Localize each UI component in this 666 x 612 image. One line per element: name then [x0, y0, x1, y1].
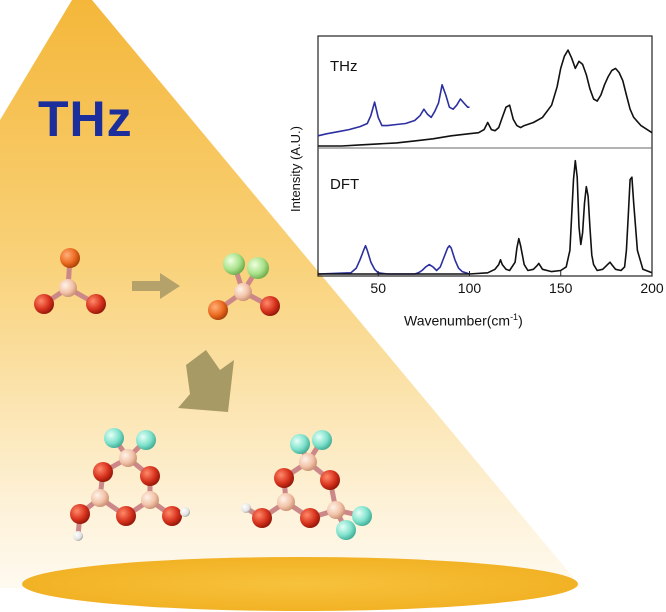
- x-tick-label: 200: [640, 280, 664, 296]
- series-line-thz-0: [317, 84, 470, 137]
- panel-label-thz: THz: [330, 58, 358, 75]
- spectra-plot: [317, 35, 653, 277]
- x-axis-title-close: ): [518, 312, 523, 329]
- spotlight-floor: [22, 557, 578, 611]
- molecule-ring-1: [70, 428, 190, 541]
- molecule-bo3: [34, 248, 106, 314]
- plot-frame: [317, 35, 653, 277]
- x-axis-title-text: Wavenumber(cm: [404, 312, 511, 329]
- x-axis-title: Wavenumber(cm-1): [404, 312, 523, 329]
- x-tick-label: 150: [549, 280, 573, 296]
- x-tick-label: 50: [370, 280, 387, 296]
- arrow-right-icon: [132, 273, 180, 299]
- series-line-dft-1: [318, 159, 653, 275]
- molecule-ring-2: [241, 430, 372, 540]
- panel-label-dft: DFT: [330, 176, 360, 193]
- thz-heading: THz: [38, 91, 133, 147]
- y-axis-title: Intensity (A.U.): [288, 126, 303, 212]
- series-line-dft-0: [317, 244, 470, 275]
- molecule-bo3f2: [208, 253, 280, 320]
- x-axis-title-exponent: -1: [510, 312, 519, 322]
- series-line-thz-1: [318, 49, 653, 147]
- x-tick-label: 100: [457, 280, 482, 296]
- spectra-chart: THz DFT Intensity (A.U.) Wavenumber(cm-1…: [282, 28, 664, 338]
- arrow-down-icon: [178, 350, 234, 412]
